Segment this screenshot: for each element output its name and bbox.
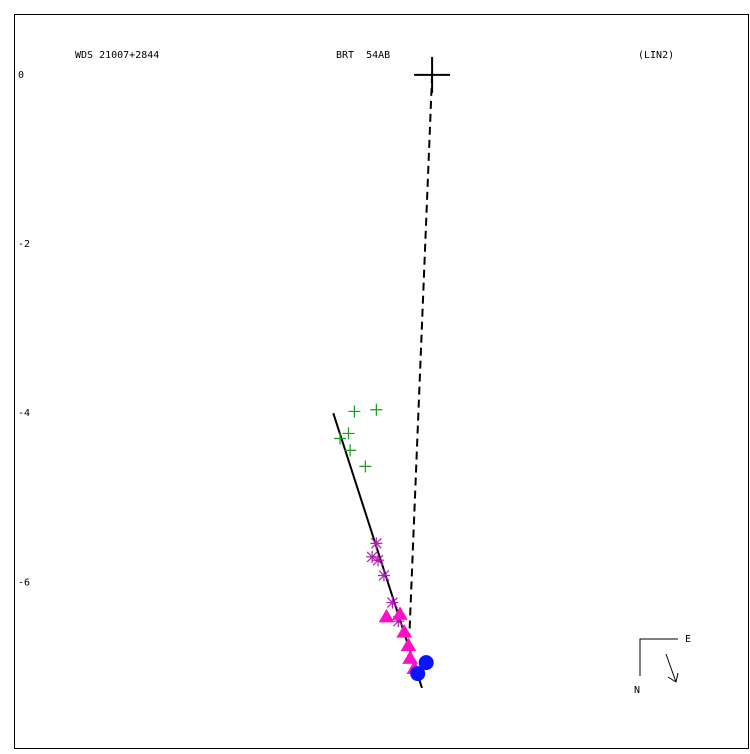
compass: E N bbox=[634, 634, 691, 696]
triangle-point bbox=[378, 608, 395, 623]
circle-point bbox=[410, 666, 426, 682]
asterisk-point bbox=[386, 596, 399, 609]
plus-point bbox=[334, 432, 347, 445]
asterisk-point bbox=[370, 537, 383, 550]
y-tick-label: -4 bbox=[18, 408, 30, 419]
plus-point bbox=[370, 403, 383, 416]
asterisk-point bbox=[392, 615, 405, 628]
triangle-point bbox=[392, 606, 408, 620]
asterisk-point bbox=[377, 569, 390, 582]
y-tick-label: -2 bbox=[18, 239, 30, 250]
plus-point bbox=[342, 427, 355, 440]
y-tick-label: 0 bbox=[18, 70, 24, 81]
chart-title: WDS 21007+2844 bbox=[75, 50, 159, 61]
frame bbox=[14, 14, 749, 749]
asterisk-point bbox=[372, 554, 385, 567]
chart-subtitle: BRT 54AB bbox=[336, 50, 390, 61]
plus-point bbox=[348, 405, 361, 418]
asterisk-point bbox=[366, 550, 379, 563]
circle-point bbox=[418, 655, 434, 671]
compass-axes bbox=[639, 638, 678, 676]
triangle-point bbox=[400, 637, 417, 652]
dashed-line bbox=[408, 74, 434, 638]
triangle-point bbox=[402, 650, 419, 664]
annotation: (LIN2) bbox=[638, 50, 674, 61]
plus-point bbox=[359, 460, 372, 473]
triangle-point bbox=[396, 624, 413, 638]
compass-arrow bbox=[665, 653, 677, 683]
y-tick-label: -6 bbox=[18, 577, 30, 588]
compass-east: E bbox=[685, 634, 691, 645]
compass-arrowhead bbox=[667, 672, 679, 683]
origin-cross bbox=[414, 56, 451, 93]
compass-north: N bbox=[634, 685, 640, 696]
plus-point bbox=[344, 444, 357, 457]
